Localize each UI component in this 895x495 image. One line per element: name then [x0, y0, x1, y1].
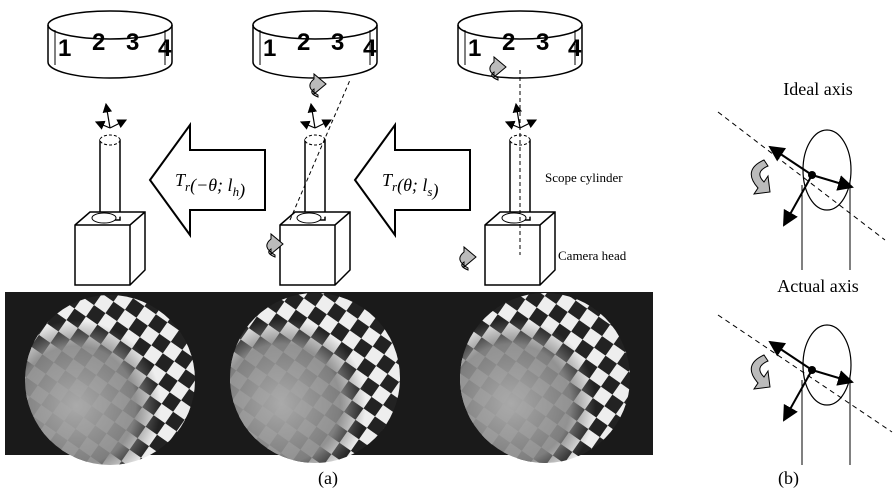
rotation-arrow — [460, 247, 476, 270]
ring-number: 1 — [468, 35, 481, 62]
stroke-line — [812, 175, 852, 187]
stroke-line — [718, 315, 892, 432]
ring-number: 3 — [536, 29, 549, 56]
diagram-title: Actual axis — [777, 276, 858, 296]
ring-number: 1 — [58, 35, 71, 62]
scope-base — [502, 213, 526, 223]
ring-number: 3 — [331, 29, 344, 56]
stroke-line — [516, 104, 520, 128]
figure: 123412341234Tr(−θ; lh)Tr(θ; ls)Scope cyl… — [0, 0, 895, 495]
ring-number: 2 — [502, 29, 515, 56]
label-main: (θ; l — [397, 175, 427, 196]
scope-label: Scope cylinder — [545, 170, 623, 185]
ring-number: 4 — [158, 35, 172, 62]
rotation-arrow — [751, 160, 770, 194]
rotation-arrow — [751, 355, 770, 389]
ring-number: 4 — [363, 35, 377, 62]
label-main: (−θ; l — [190, 175, 232, 196]
stroke-line — [812, 370, 852, 382]
caption: (b) — [778, 468, 799, 489]
camera-head — [280, 212, 350, 285]
stroke-line — [520, 120, 536, 128]
head-label: Camera head — [558, 248, 627, 263]
ring-number: 1 — [263, 35, 276, 62]
ring-number: 4 — [568, 35, 582, 62]
label-main: ) — [238, 180, 245, 201]
endoscope-fog — [230, 293, 400, 463]
endoscope-fog — [25, 295, 195, 465]
stroke-line — [315, 120, 331, 128]
stroke-line — [784, 175, 812, 225]
scope-tube — [510, 140, 530, 220]
artwork: 123412341234Tr(−θ; lh)Tr(θ; ls)Scope cyl… — [0, 0, 892, 489]
diagram-title: Ideal axis — [783, 79, 852, 99]
label-main: ) — [431, 180, 438, 201]
endoscope-fog — [460, 293, 630, 463]
scope-tip — [100, 135, 120, 145]
ring-number: 2 — [297, 29, 310, 56]
scope-tube — [305, 140, 325, 220]
scope-tube — [100, 140, 120, 220]
stroke-line — [110, 120, 126, 128]
scope-base — [297, 213, 321, 223]
ring-number: 2 — [92, 29, 105, 56]
caption: (a) — [318, 468, 338, 489]
stroke-line — [96, 122, 110, 128]
stroke-line — [506, 122, 520, 128]
stroke-line — [301, 122, 315, 128]
stroke-line — [784, 370, 812, 420]
ring-number: 3 — [126, 29, 139, 56]
scope-end — [803, 130, 851, 210]
scope-end — [803, 325, 851, 405]
stroke-line — [311, 104, 315, 128]
scope-tip — [305, 135, 325, 145]
scope-base — [92, 213, 116, 223]
camera-head — [75, 212, 145, 285]
stroke-line — [106, 104, 110, 128]
